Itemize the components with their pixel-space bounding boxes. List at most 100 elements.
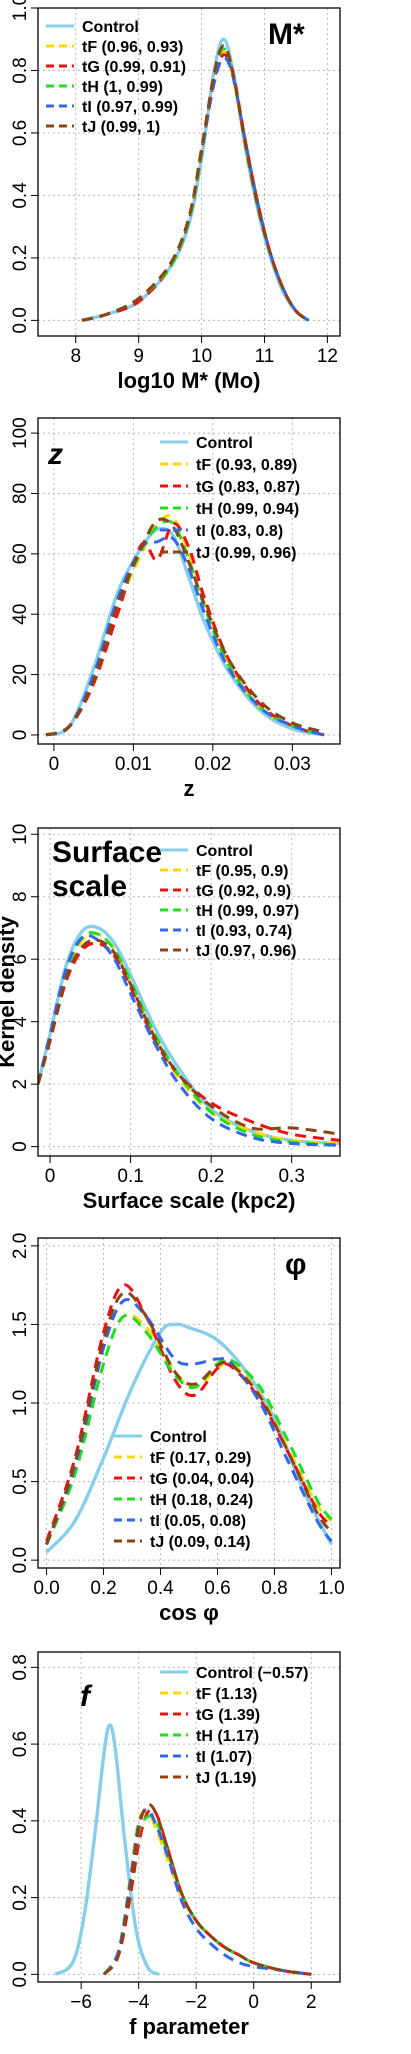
- series-line-5: [45, 535, 325, 737]
- legend-label: Control: [196, 435, 253, 452]
- plot-frame: [37, 827, 341, 1157]
- series-line-6: [81, 43, 310, 322]
- axes: −6 −4 −2 0 2 0.0 0.2 0.4 0.6 0.8: [10, 1654, 317, 2013]
- series-group: [45, 514, 325, 737]
- grid: [38, 7, 340, 336]
- x-tick-label: 1.0: [318, 1578, 344, 1599]
- x-tick-label: 0.02: [194, 754, 231, 775]
- corner-label: z: [47, 438, 63, 471]
- series-line-2: [102, 1810, 312, 1976]
- series-line-6: [45, 517, 325, 737]
- legend: Control tF (0.95, 0.9) tG (0.92, 0.9) tH (0…: [160, 843, 299, 960]
- x-tick-label: 0: [45, 1166, 56, 1187]
- grid: [38, 1652, 340, 1982]
- y-tick-label: 0.8: [10, 57, 31, 83]
- legend-label: tI (1.07): [196, 1749, 252, 1766]
- legend-label: tG (0.83, 0.87): [196, 479, 300, 496]
- axes: 0 0.01 0.02 0.03 0 20 40 60 80 100: [10, 417, 311, 775]
- y-tick-label: 0: [10, 730, 31, 741]
- y-tick-label: 0.5: [10, 1468, 31, 1494]
- series-line-1: [38, 924, 340, 1146]
- legend-label: tF (0.95, 0.9): [196, 863, 288, 880]
- chart-panel-1: 8 9 10 11 12 0.0 0.2 0.4 0.6 0.8 1.0 log10 M* (Mo) M…: [10, 0, 341, 393]
- y-tick-label: 10: [10, 824, 31, 845]
- legend-label: Control: [82, 19, 139, 36]
- y-tick-label: 80: [10, 483, 31, 504]
- legend-label: tG (1.39): [196, 1707, 260, 1724]
- series-line-1: [45, 526, 325, 737]
- axes: 8 9 10 11 12 0.0 0.2 0.4 0.6 0.8 1.0: [10, 0, 338, 367]
- plot-frame: [37, 7, 341, 337]
- y-tick-label: 0.4: [10, 182, 31, 209]
- y-tick-label: 0.0: [10, 1547, 31, 1573]
- y-tick-label: 2.0: [10, 1233, 31, 1259]
- series-line-4: [38, 931, 340, 1147]
- legend-label: tG (0.99, 0.91): [82, 59, 186, 76]
- x-tick-label: 0.6: [204, 1578, 230, 1599]
- x-tick-label: 0: [49, 754, 60, 775]
- y-tick-label: 100: [10, 417, 31, 449]
- corner-label: φ: [285, 1248, 306, 1281]
- x-axis-title: f parameter: [129, 2014, 249, 2039]
- grid: [38, 1238, 340, 1568]
- plot-frame: [37, 417, 341, 745]
- y-tick-label: 8: [10, 891, 31, 902]
- x-tick-label: 0.8: [261, 1578, 287, 1599]
- legend-label: Control: [150, 1429, 207, 1446]
- y-tick-label: 0.2: [10, 245, 31, 271]
- y-tick-label: 0.6: [10, 120, 31, 146]
- x-axis-title: z: [184, 776, 195, 801]
- x-tick-label: 0.2: [90, 1578, 116, 1599]
- y-tick-label: 6: [10, 954, 31, 965]
- y-tick-label: 60: [10, 543, 31, 564]
- axes: 0.0 0.2 0.4 0.6 0.8 1.0 0.0 0.5 1.0 1.5 2.0: [10, 1233, 345, 1599]
- y-tick-label: 0.0: [10, 307, 31, 333]
- y-tick-label: 0.4: [10, 1807, 31, 1834]
- x-tick-label: 0.2: [198, 1166, 224, 1187]
- y-tick-label: 2: [10, 1079, 31, 1090]
- x-tick-label: 0.1: [117, 1166, 143, 1187]
- legend-label: tI (0.97, 0.99): [82, 99, 178, 116]
- y-tick-label: 0.6: [10, 1731, 31, 1757]
- chart-panel-2: 0 0.01 0.02 0.03 0 20 40 60 80 100 z z Control tF (0.…: [10, 417, 341, 801]
- y-axis-title: Kernel density: [0, 915, 19, 1067]
- legend-label: tG (0.92, 0.9): [196, 883, 291, 900]
- series-line-4: [45, 1313, 333, 1545]
- x-tick-label: 9: [133, 346, 144, 367]
- legend-label: tJ (1.19): [196, 1770, 256, 1787]
- legend-label: tF (0.93, 0.89): [196, 457, 297, 474]
- legend-label: tI (0.83, 0.8): [196, 523, 283, 540]
- legend: Control tF (0.93, 0.89) tG (0.83, 0.87) tH …: [160, 435, 300, 562]
- legend-label: tJ (0.09, 0.14): [150, 1534, 251, 1551]
- y-tick-label: 0: [10, 1141, 31, 1152]
- series-line-6: [38, 938, 340, 1136]
- y-tick-label: 1.0: [10, 0, 31, 21]
- x-tick-label: 0: [248, 1992, 259, 2013]
- x-tick-label: 0.3: [278, 1166, 304, 1187]
- x-tick-label: 0.01: [115, 754, 152, 775]
- y-tick-label: 20: [10, 664, 31, 685]
- x-tick-label: −2: [185, 1992, 207, 2013]
- x-axis-title: Surface scale (kpc2): [83, 1188, 296, 1213]
- y-tick-label: 40: [10, 604, 31, 625]
- legend-label: tH (0.18, 0.24): [150, 1492, 253, 1509]
- legend-label: tF (1.13): [196, 1686, 257, 1703]
- axes: 0 0.1 0.2 0.3 0 2 4 6 8 10: [10, 824, 305, 1187]
- series-line-1: [54, 1723, 160, 1976]
- series-line-5: [38, 933, 340, 1147]
- x-axis-title: log10 M* (Mo): [118, 368, 261, 393]
- legend-label: tF (0.96, 0.93): [82, 39, 183, 56]
- y-tick-label: 4: [10, 1016, 31, 1027]
- series-group: [45, 1283, 333, 1554]
- x-tick-label: 0.0: [33, 1578, 59, 1599]
- series-group: [54, 1723, 312, 1976]
- legend-label: tH (0.99, 0.97): [196, 903, 299, 920]
- series-line-4: [102, 1814, 312, 1976]
- series-line-3: [38, 941, 340, 1142]
- series-line-6: [45, 1290, 333, 1545]
- corner-label: M*: [268, 18, 305, 51]
- series-line-2: [38, 932, 340, 1145]
- legend: Control (−0.57) tF (1.13) tG (1.39) tH (1.1…: [160, 1665, 308, 1787]
- legend-label: Control: [196, 843, 253, 860]
- legend-label: tJ (0.99, 1): [82, 119, 160, 136]
